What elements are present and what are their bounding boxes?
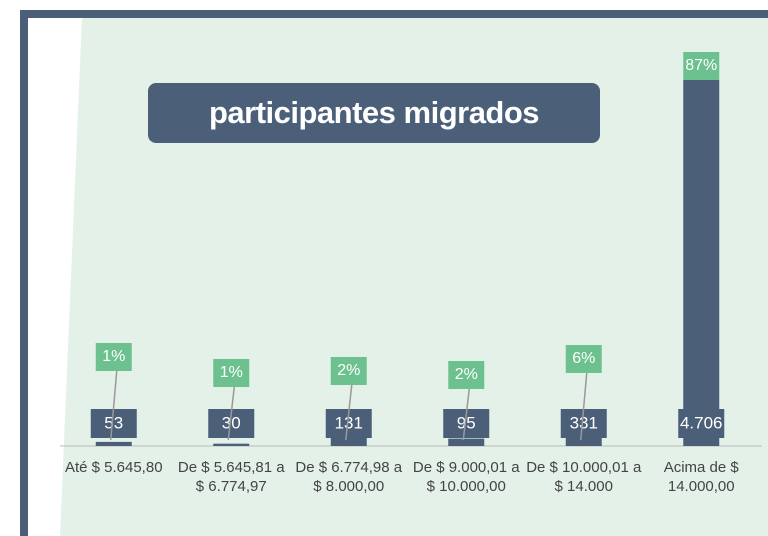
share-label-box: [330, 357, 367, 385]
share-label-box: [213, 359, 250, 387]
share-label-box: [95, 343, 132, 371]
bar: [95, 441, 132, 446]
share-label: 1%: [102, 348, 125, 365]
chart-title: participantes migrados: [209, 95, 539, 130]
frame-left: [20, 10, 28, 536]
share-label: 6%: [572, 350, 595, 367]
value-label: 4.706: [680, 413, 723, 432]
leader-line: [580, 372, 588, 441]
leader-line: [345, 384, 353, 441]
x-tick-label: Até $ 5.645,80: [64, 459, 163, 476]
share-label-box: [448, 361, 485, 389]
bar: [330, 435, 367, 446]
title-box: [148, 83, 600, 143]
x-tick-label: De $ 10.000,01 a $ 14.000: [526, 459, 642, 495]
value-label: 95: [457, 413, 476, 432]
value-label: 30: [222, 413, 241, 432]
leader-line: [227, 386, 235, 441]
x-tick-label: De $ 6.774,98 a $ 8.000,00: [295, 459, 403, 495]
x-tick-label: De $ 5.645,81 a $ 6.774,97: [177, 459, 285, 495]
share-label: 1%: [220, 364, 243, 381]
share-label-box: [565, 345, 602, 373]
share-label: 2%: [337, 362, 360, 379]
leader-line: [110, 370, 118, 441]
leader-line: [462, 388, 470, 441]
frame-top: [20, 10, 768, 18]
value-label: 53: [104, 413, 123, 432]
x-tick-label: Acima de $ 14.000,00: [663, 459, 739, 495]
share-label-box: [683, 52, 720, 80]
value-label-box: [678, 409, 725, 438]
share-label: 87%: [685, 57, 717, 74]
value-label: 131: [335, 413, 363, 432]
bar: [683, 79, 720, 446]
bar: [448, 438, 485, 446]
value-label: 331: [570, 413, 598, 432]
x-tick-label: De $ 9.000,01 a $ 10.000,00: [412, 459, 520, 495]
share-label: 2%: [455, 366, 478, 383]
bar: [213, 443, 250, 446]
background-accent: [28, 18, 82, 536]
